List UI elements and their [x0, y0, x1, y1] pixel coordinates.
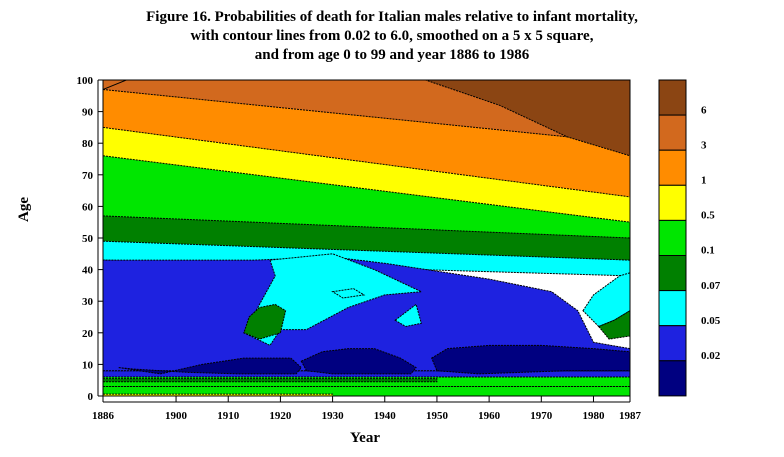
- legend-swatch-1: [658, 114, 687, 151]
- y-tick-label-10: 10: [82, 359, 94, 371]
- contour-region-4: [103, 378, 438, 383]
- contour-region-8: [331, 288, 366, 299]
- contour-region-14: [431, 344, 630, 375]
- x-axis-label: Year: [350, 430, 380, 446]
- x-tick-label-1960: 1960: [478, 410, 501, 422]
- y-tick-label-20: 20: [82, 328, 94, 340]
- contour-region-5: [103, 256, 630, 372]
- legend-label-1: 1: [701, 175, 707, 187]
- x-tick-label-1930: 1930: [322, 410, 345, 422]
- contour-region-0: [103, 386, 630, 396]
- legend-label-0.5: 0.5: [701, 210, 715, 222]
- x-tick-label-1900: 1900: [165, 410, 188, 422]
- y-tick-label-100: 100: [77, 75, 94, 87]
- legend-swatch-7: [658, 325, 687, 362]
- y-axis-label: Age: [16, 197, 32, 222]
- band-0.5-3: [103, 123, 630, 223]
- x-tick-label-1910: 1910: [217, 410, 240, 422]
- band-0.07-1: [103, 212, 630, 261]
- chart-title-line-2: with contour lines from 0.02 to 6.0, smo…: [190, 28, 594, 44]
- band-6: [423, 80, 630, 157]
- heatmap-bands: [103, 80, 630, 396]
- chart-title-line-3: and from age 0 to 99 and year 1886 to 19…: [254, 47, 530, 63]
- legend-swatch-6: [658, 290, 687, 327]
- contour-region-9: [394, 303, 422, 328]
- y-tick-label-30: 30: [82, 296, 94, 308]
- legend-label-0.1: 0.1: [701, 245, 715, 257]
- x-tick-label-1950: 1950: [426, 410, 449, 422]
- y-tick-label-40: 40: [82, 265, 94, 277]
- contour-region-12: [118, 357, 302, 375]
- x-tick-label-1980: 1980: [582, 410, 605, 422]
- y-tick-label-80: 80: [82, 138, 94, 150]
- legend-swatch-3: [658, 184, 687, 221]
- y-tick-label-0: 0: [88, 391, 94, 403]
- x-tick-label-1886: 1886: [92, 410, 115, 422]
- y-tick-label-90: 90: [82, 107, 94, 119]
- x-tick-label-1920: 1920: [269, 410, 292, 422]
- y-tick-label-70: 70: [82, 170, 94, 182]
- band-0.1-2: [103, 152, 630, 239]
- legend-swatch-2: [658, 149, 687, 186]
- contour-region-7: [243, 303, 287, 340]
- legend-swatch-8: [658, 360, 687, 397]
- legend-swatch-0: [658, 79, 687, 116]
- x-tick-label-1940: 1940: [374, 410, 397, 422]
- x-tick-label-1970: 1970: [530, 410, 553, 422]
- legend-label-0.02: 0.02: [701, 350, 721, 362]
- contour-region-6: [243, 253, 424, 347]
- y-tick-label-50: 50: [82, 233, 94, 245]
- band-1-4: [103, 85, 630, 198]
- chart-title-line-1: Figure 16. Probabilities of death for It…: [146, 9, 638, 25]
- legend-swatch-4: [658, 219, 687, 256]
- band-3-corner: [103, 80, 128, 91]
- legend-label-6: 6: [701, 104, 707, 116]
- x-tick-label-1987: 1987: [619, 410, 642, 422]
- contour-region-13: [300, 348, 417, 375]
- legend-label-0.05: 0.05: [701, 315, 721, 327]
- contour-region-11: [597, 310, 630, 340]
- y-tick-label-60: 60: [82, 201, 94, 213]
- legend-swatch-5: [658, 255, 687, 292]
- legend-label-3: 3: [701, 139, 707, 151]
- legend-label-0.07: 0.07: [701, 280, 721, 292]
